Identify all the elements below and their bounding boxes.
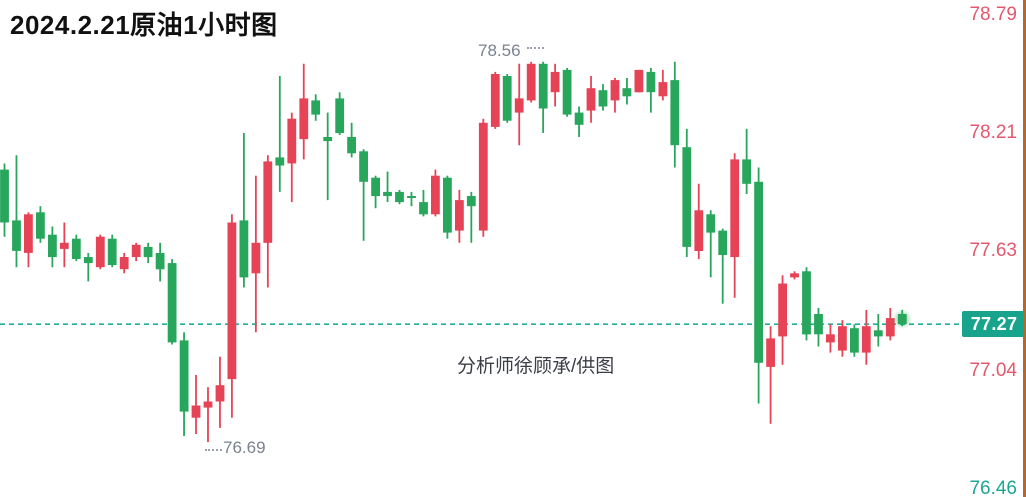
- high-price-annotation: 78.56: [478, 41, 521, 60]
- low-price-annotation: 76.69: [223, 438, 266, 457]
- candles: [0, 61, 907, 443]
- page-title: 2024.2.21原油1小时图: [10, 10, 278, 40]
- right-edge-line: [1023, 0, 1026, 497]
- last-candle-glow-marker: [892, 309, 913, 330]
- analyst-watermark: 分析师徐顾承/供图: [457, 356, 615, 377]
- current-price-badge: 77.27: [962, 311, 1026, 337]
- high-annotation-dotted-leader-icon: [527, 47, 544, 49]
- low-annotation-dotted-leader-icon: [205, 449, 222, 451]
